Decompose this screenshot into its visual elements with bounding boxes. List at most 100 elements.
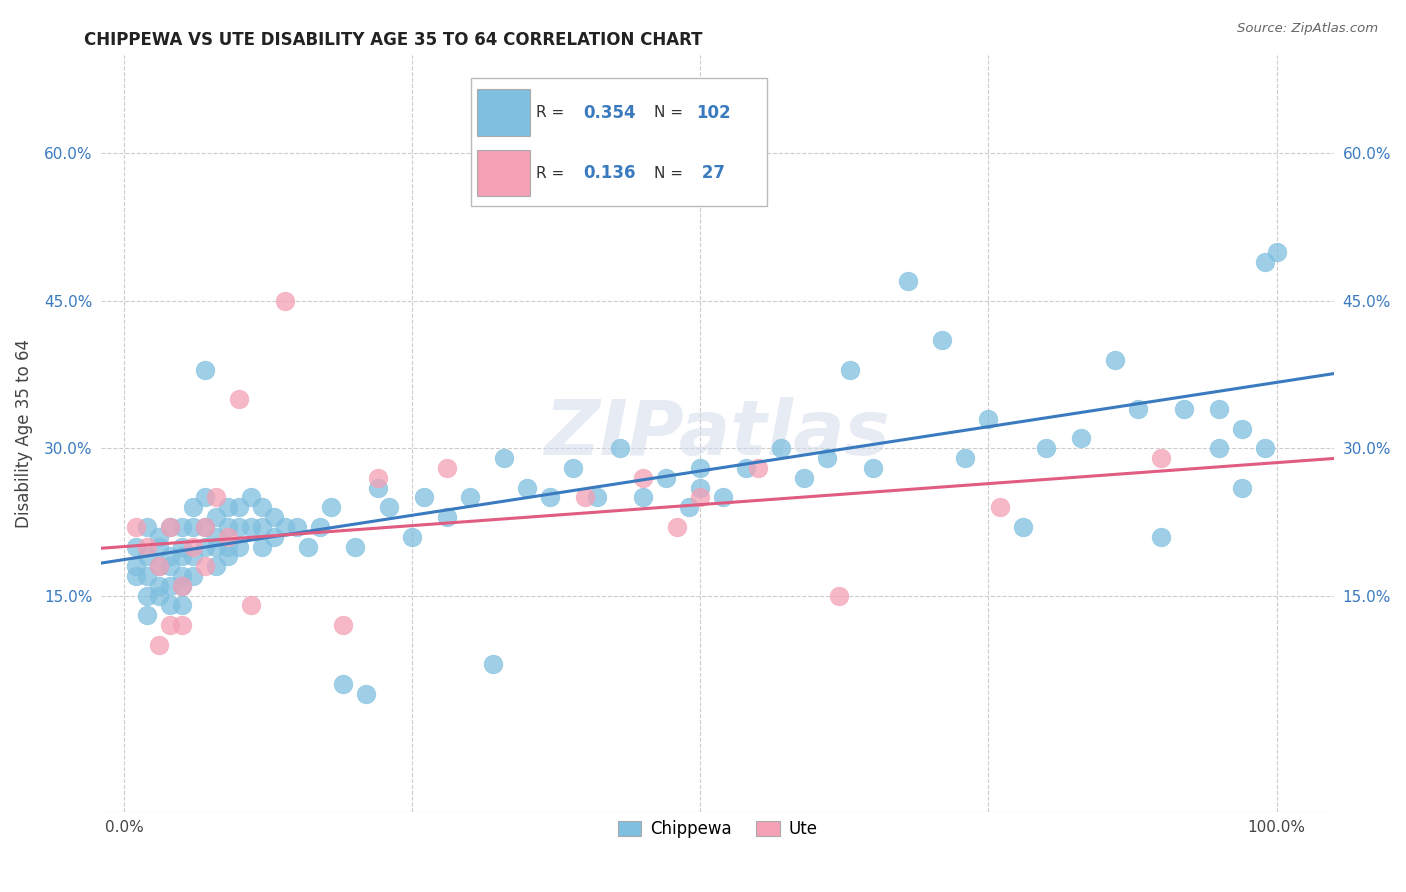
Point [136,589,159,603]
Point [343,540,366,554]
Text: CHIPPEWA VS UTE DISABILITY AGE 35 TO 64 CORRELATION CHART: CHIPPEWA VS UTE DISABILITY AGE 35 TO 64 … [84,31,703,49]
Point [297,540,319,554]
Point [170,520,193,534]
Point [274,293,297,308]
Point [931,333,953,347]
Point [1035,442,1057,456]
Point [181,500,204,515]
Point [1012,520,1035,534]
Point [689,461,711,475]
Point [170,540,193,554]
Point [136,569,159,583]
Point [1230,421,1253,435]
Point [217,500,239,515]
Point [574,491,596,505]
Point [228,540,250,554]
Point [181,520,204,534]
Point [436,510,458,524]
Point [217,540,239,554]
Point [897,274,920,288]
Point [217,549,239,564]
Point [170,579,193,593]
Point [1230,481,1253,495]
Point [181,569,204,583]
Point [562,461,585,475]
Point [170,569,193,583]
Point [955,451,977,466]
Point [181,549,204,564]
Point [263,510,285,524]
Point [124,540,146,554]
Point [332,618,354,632]
Point [1254,442,1277,456]
Point [205,540,228,554]
Point [148,559,170,574]
Point [136,549,159,564]
Point [239,599,262,613]
Point [205,491,228,505]
Point [609,442,631,456]
Point [631,491,654,505]
Point [252,500,274,515]
Point [1104,352,1126,367]
Point [678,500,700,515]
Point [194,520,217,534]
Point [862,461,884,475]
Point [148,589,170,603]
Point [436,461,458,475]
Point [159,579,181,593]
Text: ZIPatlas: ZIPatlas [544,397,890,470]
Point [194,559,217,574]
Point [263,530,285,544]
Point [170,618,193,632]
Point [516,481,538,495]
Point [124,520,146,534]
Point [1208,401,1230,416]
Point [194,491,217,505]
Point [170,549,193,564]
Point [1150,530,1173,544]
Point [148,540,170,554]
Point [378,500,401,515]
Point [159,618,181,632]
Point [181,540,204,554]
Point [205,559,228,574]
Point [585,491,607,505]
Point [159,559,181,574]
Point [711,491,734,505]
Point [538,491,561,505]
Point [228,392,250,406]
Point [977,411,1000,425]
Point [367,471,389,485]
Point [494,451,516,466]
Point [401,530,423,544]
Point [689,491,711,505]
Legend: Chippewa, Ute: Chippewa, Ute [612,814,824,845]
Point [136,608,159,623]
Point [747,461,769,475]
Point [205,510,228,524]
Point [309,520,332,534]
Point [159,520,181,534]
Point [205,530,228,544]
Point [793,471,815,485]
Point [285,520,308,534]
Point [170,579,193,593]
Point [252,520,274,534]
Text: Source: ZipAtlas.com: Source: ZipAtlas.com [1237,22,1378,36]
Point [654,136,676,151]
Point [988,500,1011,515]
Point [1265,244,1288,259]
Point [136,520,159,534]
Point [1128,401,1150,416]
Point [170,599,193,613]
Point [228,500,250,515]
Point [815,451,838,466]
Point [1208,442,1230,456]
Point [1254,254,1277,268]
Point [194,520,217,534]
Point [159,520,181,534]
Point [1070,432,1092,446]
Point [148,559,170,574]
Point [217,520,239,534]
